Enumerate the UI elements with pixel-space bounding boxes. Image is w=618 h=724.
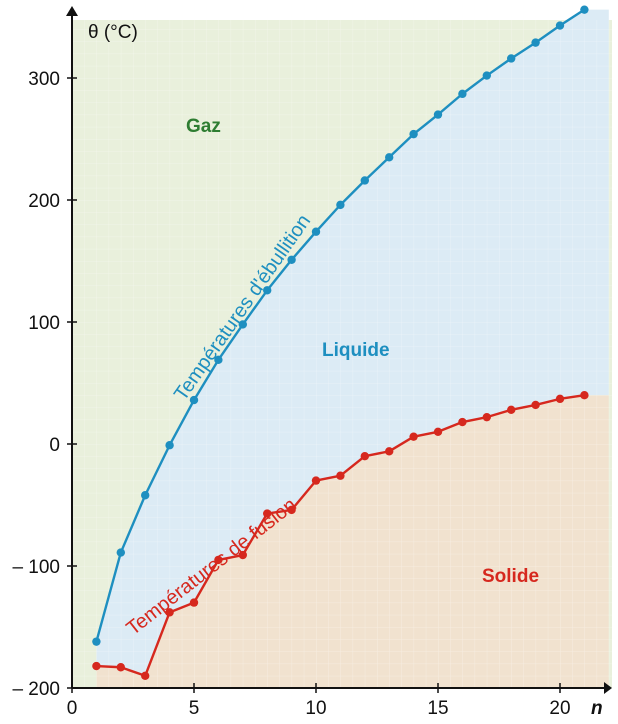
y-tick-label: 300: [28, 69, 60, 90]
data-point: [531, 400, 540, 410]
data-point: [336, 471, 345, 480]
data-point: [165, 441, 174, 450]
data-point: [189, 395, 199, 405]
x-tick-label: 0: [67, 698, 78, 719]
data-point: [141, 491, 150, 500]
data-point: [92, 637, 101, 646]
y-axis-label: θ (°C): [88, 22, 138, 43]
data-point: [238, 550, 247, 560]
x-axis-arrow-icon: [604, 682, 612, 694]
data-point: [482, 71, 491, 80]
region-label-liquide: Liquide: [322, 340, 390, 361]
data-point: [165, 608, 174, 617]
y-axis-arrow-icon: [66, 6, 78, 16]
data-point: [580, 5, 589, 14]
data-point: [287, 505, 296, 515]
x-axis-label: n: [591, 698, 603, 719]
y-tick-label: 100: [28, 313, 60, 334]
data-point: [360, 452, 369, 461]
data-point: [385, 153, 394, 162]
data-point: [507, 54, 516, 63]
data-point: [336, 200, 345, 210]
region-label-solide: Solide: [482, 566, 539, 587]
data-point: [214, 355, 223, 365]
data-point: [263, 286, 272, 295]
data-point: [531, 38, 540, 47]
data-point: [189, 598, 199, 607]
data-point: [311, 476, 321, 485]
y-tick-label: 0: [49, 435, 60, 456]
data-point: [409, 129, 418, 139]
data-point: [385, 447, 394, 456]
data-point: [311, 227, 321, 236]
data-point: [238, 320, 247, 329]
data-point: [116, 548, 126, 557]
y-tick-label: – 100: [12, 557, 60, 578]
data-point: [458, 417, 467, 427]
series-layer: [92, 5, 589, 680]
data-point: [458, 89, 467, 99]
y-tick-label: – 200: [12, 679, 60, 700]
data-point: [580, 391, 589, 400]
region-label-gaz: Gaz: [186, 116, 221, 137]
data-point: [433, 427, 443, 436]
data-point: [555, 21, 565, 30]
data-point: [141, 671, 150, 680]
data-point: [116, 663, 126, 672]
data-point: [409, 432, 418, 441]
data-point: [433, 110, 443, 119]
data-point: [360, 176, 369, 185]
x-tick-label: 10: [305, 698, 326, 719]
x-tick-label: 15: [427, 698, 448, 719]
data-point: [287, 255, 296, 264]
x-tick-label: 20: [549, 698, 570, 719]
data-point: [263, 509, 272, 518]
data-point: [214, 555, 223, 565]
data-point: [92, 661, 101, 671]
axes: 0 5 10 15 20 300 200 100 0 – 100 – 200: [12, 6, 612, 719]
data-point: [507, 405, 516, 415]
x-tick-label: 5: [189, 698, 200, 719]
data-point: [555, 394, 565, 404]
y-tick-label: 200: [28, 191, 60, 212]
data-point: [482, 412, 491, 422]
grid-overlay: [72, 20, 612, 688]
